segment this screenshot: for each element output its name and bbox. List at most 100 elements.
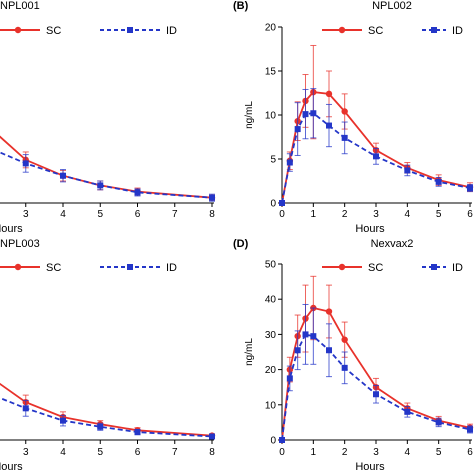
legend-label: ID	[166, 262, 177, 274]
data-point	[310, 333, 317, 340]
series-line	[0, 135, 213, 199]
legend-marker	[338, 263, 346, 271]
x-tick-label: 7	[172, 209, 178, 220]
data-point	[209, 433, 215, 440]
x-tick-label: 6	[467, 447, 473, 458]
legend-entry-sc: SC	[0, 262, 61, 274]
data-point	[97, 182, 104, 189]
x-tick-label: 5	[97, 209, 103, 220]
data-point	[373, 391, 379, 398]
data-point	[467, 185, 473, 192]
x-tick-label: 6	[135, 209, 141, 220]
data-point	[341, 108, 348, 115]
data-point	[404, 167, 411, 174]
data-point	[435, 419, 442, 426]
panel-4: 0 1 2 3 4 5 6 0 10 20 30 40 50 Nexvax2 (D) Hours ng/mL SC…	[233, 238, 473, 473]
x-tick-label: 4	[60, 447, 66, 458]
data-point	[325, 90, 333, 98]
y-axis-label: ng/mL	[244, 101, 255, 129]
data-point	[279, 200, 285, 206]
data-point	[134, 189, 141, 196]
x-tick-label: 5	[436, 447, 442, 458]
x-tick-label: 7	[172, 447, 178, 458]
legend-label: SC	[368, 262, 383, 274]
data-point	[60, 417, 66, 424]
panel-2: 0 1 2 3 4 5 6 0 5 10 15 20 NPL002 (B) Hours ng/mL SC ID	[233, 0, 473, 235]
data-point	[134, 429, 141, 436]
x-tick-label: 8	[209, 447, 215, 458]
data-point	[286, 375, 293, 382]
data-point	[326, 122, 332, 129]
legend-label: SC	[46, 25, 61, 37]
series-id	[279, 88, 473, 206]
x-tick-label: 6	[135, 447, 141, 458]
x-axis-label: Hours	[355, 461, 385, 473]
data-point	[286, 159, 293, 166]
legend-marker	[127, 27, 133, 33]
data-point	[302, 111, 309, 118]
x-tick-label: 0	[279, 209, 285, 220]
legend-label: SC	[368, 25, 383, 37]
legend-entry-id: ID	[100, 262, 177, 274]
legend-entry-id: ID	[422, 25, 463, 37]
y-tick-label: 20	[265, 365, 277, 376]
x-axis-label: Hours	[0, 223, 23, 235]
data-point	[279, 437, 285, 443]
x-tick-label: 3	[373, 209, 379, 220]
y-tick-label: 5	[270, 155, 276, 166]
legend-marker	[127, 264, 133, 270]
data-point	[60, 172, 66, 179]
series-id	[0, 151, 215, 202]
x-tick-label: 4	[405, 447, 411, 458]
legend-entry-sc: SC	[322, 262, 383, 274]
x-tick-label: 2	[342, 447, 348, 458]
y-tick-label: 0	[270, 199, 276, 210]
data-point	[404, 408, 411, 415]
x-tick-label: 8	[209, 209, 215, 220]
x-tick-label: 5	[97, 447, 103, 458]
x-axis-label: Hours	[355, 223, 385, 235]
series-line	[0, 397, 213, 438]
data-point	[326, 347, 332, 354]
x-tick-label: 3	[23, 209, 29, 220]
data-point	[97, 423, 104, 430]
y-tick-label: 10	[265, 111, 277, 122]
legend-marker	[431, 27, 437, 33]
y-axis-label: ng/mL	[244, 338, 255, 366]
data-point	[294, 347, 301, 354]
data-point	[22, 160, 29, 167]
y-tick-label: 10	[265, 400, 277, 411]
panel-3: 2345678NPL003HoursSCID	[0, 238, 215, 473]
y-tick-label: 50	[265, 260, 277, 271]
y-tick-label: 30	[265, 330, 277, 341]
x-tick-label: 1	[311, 209, 317, 220]
series-sc	[0, 135, 216, 201]
legend-label: ID	[166, 25, 177, 37]
legend-entry-id: ID	[422, 262, 463, 274]
data-point	[302, 331, 309, 338]
x-tick-label: 1	[311, 447, 317, 458]
panel-1: 2345678NPL001HoursSCID	[0, 0, 215, 235]
series-sc	[278, 275, 474, 444]
x-axis-label: Hours	[0, 461, 23, 473]
legend-label: ID	[452, 262, 463, 274]
data-point	[341, 134, 348, 141]
panel-letter: (B)	[233, 0, 249, 12]
data-point	[373, 153, 379, 160]
data-point	[294, 126, 301, 133]
data-point	[209, 194, 215, 201]
legend-entry-sc: SC	[322, 25, 383, 37]
series-sc	[0, 382, 216, 439]
data-point	[435, 178, 442, 185]
data-point	[341, 336, 348, 343]
data-point	[467, 426, 473, 433]
panel-title: NPL001	[0, 0, 40, 12]
x-tick-label: 2	[342, 209, 348, 220]
legend-entry-sc: SC	[0, 25, 61, 37]
panel-title: NPL002	[372, 0, 412, 12]
data-point	[341, 364, 348, 371]
y-tick-label: 15	[265, 67, 277, 78]
x-tick-label: 4	[405, 209, 411, 220]
legend-marker	[14, 26, 22, 34]
